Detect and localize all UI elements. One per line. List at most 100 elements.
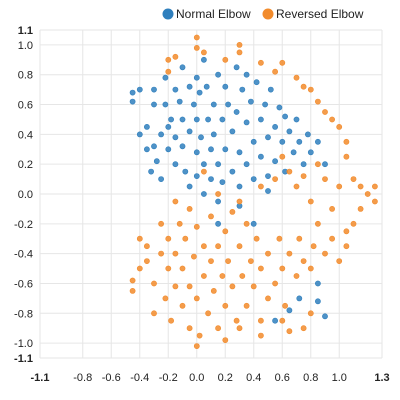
data-point-reversed-elbow <box>193 45 200 51</box>
legend-marker <box>262 8 274 20</box>
data-point-reversed-elbow <box>293 183 300 190</box>
data-point-normal-elbow <box>215 198 221 205</box>
data-point-reversed-elbow <box>371 183 378 190</box>
data-point-reversed-elbow <box>222 56 229 63</box>
data-point-normal-elbow <box>229 168 236 175</box>
data-point-normal-elbow <box>208 176 214 182</box>
data-point-normal-elbow <box>193 116 200 123</box>
data-point-reversed-elbow <box>322 250 328 257</box>
data-point-reversed-elbow <box>293 273 300 279</box>
data-point-normal-elbow <box>314 138 321 145</box>
data-point-reversed-elbow <box>165 56 172 63</box>
data-point-normal-elbow <box>179 143 186 150</box>
data-point-normal-elbow <box>129 98 136 105</box>
data-point-reversed-elbow <box>265 250 271 257</box>
data-point-normal-elbow <box>151 86 157 93</box>
data-point-reversed-elbow <box>168 317 174 324</box>
x-tick-label: -0.8 <box>73 372 92 384</box>
data-point-reversed-elbow <box>200 243 207 250</box>
data-point-normal-elbow <box>265 188 271 194</box>
data-point-normal-elbow <box>322 313 328 320</box>
data-point-reversed-elbow <box>322 109 328 115</box>
data-point-reversed-elbow <box>314 161 321 168</box>
data-point-reversed-elbow <box>129 277 136 284</box>
data-point-normal-elbow <box>215 161 221 168</box>
data-point-normal-elbow <box>148 168 154 175</box>
data-point-normal-elbow <box>165 124 172 130</box>
data-point-reversed-elbow <box>257 265 264 272</box>
data-point-normal-elbow <box>153 158 160 165</box>
data-point-normal-elbow <box>129 89 136 96</box>
data-point-reversed-elbow <box>151 280 157 287</box>
data-point-reversed-elbow <box>176 220 183 227</box>
data-point-reversed-elbow <box>350 220 357 227</box>
data-point-normal-elbow <box>257 116 264 123</box>
data-point-reversed-elbow <box>186 205 193 212</box>
data-point-reversed-elbow <box>300 258 307 264</box>
data-point-reversed-elbow <box>343 228 350 235</box>
data-point-normal-elbow <box>296 295 303 302</box>
data-point-reversed-elbow <box>236 243 243 250</box>
data-point-reversed-elbow <box>222 302 229 309</box>
y-tick-label: 0.2 <box>18 159 33 171</box>
data-point-reversed-elbow <box>190 253 197 260</box>
data-point-normal-elbow <box>243 161 250 168</box>
data-point-normal-elbow <box>307 149 314 156</box>
data-point-normal-elbow <box>233 64 240 71</box>
data-point-reversed-elbow <box>282 302 288 309</box>
y-tick-label: 1.0 <box>18 40 33 52</box>
data-point-reversed-elbow <box>208 258 214 264</box>
data-point-normal-elbow <box>314 280 321 287</box>
data-point-normal-elbow <box>165 146 172 153</box>
data-point-reversed-elbow <box>229 283 236 290</box>
data-point-normal-elbow <box>229 128 236 135</box>
data-point-normal-elbow <box>143 124 150 130</box>
data-point-reversed-elbow <box>293 74 300 81</box>
data-point-normal-elbow <box>193 149 200 156</box>
data-point-reversed-elbow <box>172 53 179 60</box>
data-point-reversed-elbow <box>233 317 240 324</box>
data-point-normal-elbow <box>250 220 257 227</box>
data-point-reversed-elbow <box>257 317 264 324</box>
data-point-normal-elbow <box>293 116 300 123</box>
data-point-reversed-elbow <box>182 235 189 242</box>
data-point-normal-elbow <box>279 138 286 145</box>
data-point-reversed-elbow <box>314 220 321 227</box>
data-point-normal-elbow <box>257 153 264 160</box>
data-point-normal-elbow <box>243 119 250 126</box>
data-point-reversed-elbow <box>172 283 179 290</box>
data-point-normal-elbow <box>314 298 321 305</box>
data-point-normal-elbow <box>233 109 240 115</box>
data-point-reversed-elbow <box>357 183 364 190</box>
y-tick-label: -1.0 <box>14 338 33 350</box>
data-point-normal-elbow <box>253 79 260 86</box>
data-point-normal-elbow <box>176 98 183 105</box>
legend-item[interactable]: Reversed Elbow <box>262 7 364 21</box>
data-point-reversed-elbow <box>158 220 164 227</box>
data-point-normal-elbow <box>247 98 254 105</box>
legend-item[interactable]: Normal Elbow <box>162 7 252 21</box>
data-point-reversed-elbow <box>300 83 307 90</box>
data-point-normal-elbow <box>272 317 278 324</box>
data-point-reversed-elbow <box>196 332 203 339</box>
data-point-normal-elbow <box>136 131 143 138</box>
legend-label: Reversed Elbow <box>276 7 364 21</box>
legend-label: Normal Elbow <box>176 7 251 21</box>
data-point-normal-elbow <box>200 56 207 63</box>
data-point-reversed-elbow <box>286 328 293 335</box>
data-point-normal-elbow <box>162 101 169 108</box>
data-point-reversed-elbow <box>336 258 343 264</box>
data-point-reversed-elbow <box>307 265 314 272</box>
data-points <box>129 34 378 349</box>
data-point-normal-elbow <box>265 173 271 179</box>
data-point-reversed-elbow <box>257 59 264 66</box>
data-point-reversed-elbow <box>205 310 211 317</box>
data-point-normal-elbow <box>239 86 246 93</box>
data-point-reversed-elbow <box>272 68 278 75</box>
data-point-reversed-elbow <box>336 183 343 190</box>
data-point-normal-elbow <box>296 138 303 145</box>
data-point-reversed-elbow <box>143 243 150 250</box>
data-point-normal-elbow <box>300 161 307 168</box>
data-point-reversed-elbow <box>193 295 200 302</box>
